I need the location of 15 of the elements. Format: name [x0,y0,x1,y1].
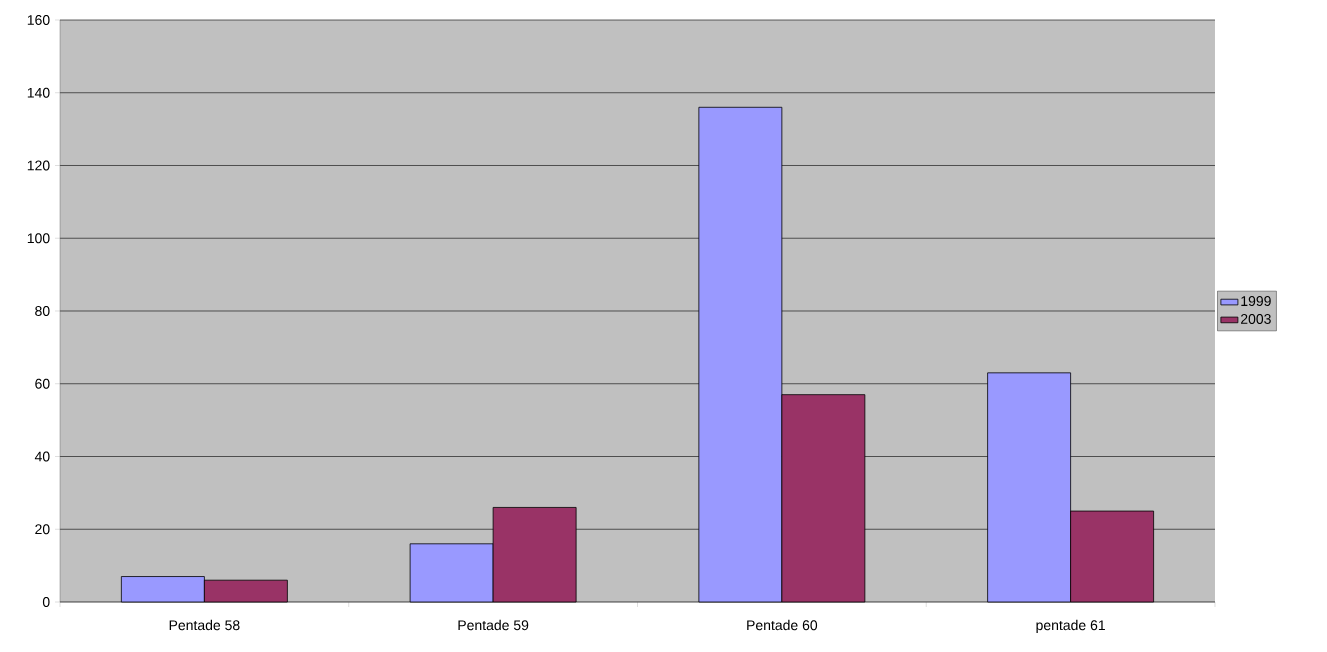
y-tick-label: 60 [35,378,50,389]
y-tick-label: 40 [34,451,50,462]
y-tick-label: 120 [27,160,50,171]
y-tick-label: 80 [35,306,50,316]
x-tick-label: Pentade 60 [747,619,818,631]
y-tick-label: 160 [27,15,50,25]
y-tick-label: 140 [27,87,50,98]
y-tick-label: 20 [35,524,50,535]
legend-label: 1999 [1241,296,1271,307]
x-tick-label: Pentade 58 [169,619,240,631]
x-tick-label: pentade 61 [1036,619,1105,633]
y-tick-label: 0 [42,597,50,607]
y-tick-label: 100 [27,233,50,244]
legend-label: 2003 [1240,313,1271,324]
x-tick-label: Pentade 59 [458,619,529,631]
